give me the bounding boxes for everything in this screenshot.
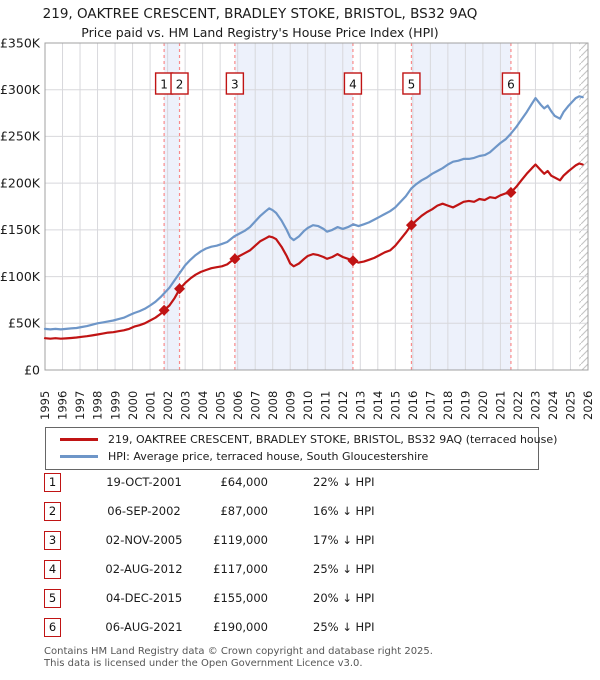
- legend-item-property: 219, OAKTREE CRESCENT, BRADLEY STOKE, BR…: [46, 431, 557, 448]
- sale-date: 19-OCT-2001: [106, 475, 182, 489]
- svg-text:£200K: £200K: [0, 175, 41, 190]
- sale-row: 1 19-OCT-2001 £64,000 22% ↓ HPI: [0, 469, 600, 498]
- svg-text:2004: 2004: [196, 391, 210, 420]
- sale-date: 04-DEC-2015: [105, 591, 183, 605]
- svg-text:£0: £0: [24, 362, 40, 377]
- svg-text:£150K: £150K: [0, 222, 41, 237]
- chart-header: 219, OAKTREE CRESCENT, BRADLEY STOKE, BR…: [0, 5, 520, 42]
- svg-text:2003: 2003: [178, 391, 192, 420]
- svg-text:2: 2: [176, 78, 184, 92]
- svg-text:2009: 2009: [283, 391, 297, 420]
- legend-item-hpi: HPI: Average price, terraced house, Sout…: [46, 448, 538, 465]
- sale-vs-hpi: 25% ↓ HPI: [313, 562, 375, 576]
- svg-text:£50K: £50K: [8, 316, 41, 331]
- svg-text:2019: 2019: [459, 391, 473, 420]
- sale-number-badge: 6: [44, 618, 61, 637]
- sale-row: 4 02-AUG-2012 £117,000 25% ↓ HPI: [0, 556, 600, 585]
- sale-number-badge: 4: [44, 560, 61, 579]
- svg-text:2016: 2016: [406, 391, 420, 420]
- price-history-chart: 1 2 3 4 5 6 £0 £50K £100K £150K £200K £250K £300K £35…: [0, 35, 595, 420]
- svg-text:1995: 1995: [38, 391, 52, 420]
- chart-legend: 219, OAKTREE CRESCENT, BRADLEY STOKE, BR…: [45, 427, 557, 470]
- svg-text:2005: 2005: [213, 391, 227, 420]
- svg-text:4: 4: [349, 78, 357, 92]
- svg-text:2013: 2013: [353, 391, 367, 420]
- sale-price: £155,000: [213, 591, 268, 605]
- svg-text:2008: 2008: [266, 391, 280, 420]
- svg-text:5: 5: [408, 78, 416, 92]
- sale-price: £117,000: [213, 562, 268, 576]
- svg-text:2018: 2018: [441, 391, 455, 420]
- footer-line-1: Contains HM Land Registry data © Crown c…: [44, 646, 433, 657]
- svg-text:£350K: £350K: [0, 35, 41, 50]
- property-line-swatch: [60, 438, 98, 441]
- sale-row: 3 02-NOV-2005 £119,000 17% ↓ HPI: [0, 527, 600, 556]
- svg-text:1999: 1999: [108, 391, 122, 420]
- svg-text:2025: 2025: [564, 391, 578, 420]
- svg-text:2023: 2023: [529, 391, 543, 420]
- sale-date: 06-SEP-2002: [107, 504, 181, 518]
- page-subtitle: Price paid vs. HM Land Registry's House …: [81, 25, 439, 40]
- svg-text:2000: 2000: [126, 391, 140, 420]
- svg-text:2017: 2017: [424, 391, 438, 420]
- page-title: 219, OAKTREE CRESCENT, BRADLEY STOKE, BR…: [42, 6, 478, 22]
- sale-price: £190,000: [213, 620, 268, 634]
- sale-date: 02-AUG-2012: [105, 562, 183, 576]
- svg-text:1996: 1996: [56, 391, 70, 420]
- sale-price: £87,000: [220, 504, 268, 518]
- svg-text:£250K: £250K: [0, 129, 41, 144]
- svg-text:2015: 2015: [389, 391, 403, 420]
- svg-text:2020: 2020: [476, 391, 490, 420]
- svg-text:2006: 2006: [231, 391, 245, 420]
- sale-number-badge: 1: [44, 473, 61, 492]
- svg-text:2011: 2011: [318, 391, 332, 420]
- sale-number-badge: 5: [44, 589, 61, 608]
- sale-price: £119,000: [213, 533, 268, 547]
- svg-text:£100K: £100K: [0, 269, 41, 284]
- svg-text:2026: 2026: [581, 391, 595, 420]
- sale-date: 02-NOV-2005: [105, 533, 183, 547]
- footer-line-2: This data is licensed under the Open Gov…: [44, 658, 363, 669]
- sale-price: £64,000: [220, 475, 268, 489]
- sale-vs-hpi: 20% ↓ HPI: [313, 591, 375, 605]
- sale-row: 2 06-SEP-2002 £87,000 16% ↓ HPI: [0, 498, 600, 527]
- sale-number-badge: 2: [44, 502, 61, 521]
- svg-text:2014: 2014: [371, 391, 385, 420]
- sale-row: 5 04-DEC-2015 £155,000 20% ↓ HPI: [0, 585, 600, 614]
- svg-text:1997: 1997: [73, 391, 87, 420]
- svg-text:2001: 2001: [143, 391, 157, 420]
- sale-vs-hpi: 16% ↓ HPI: [313, 504, 375, 518]
- svg-text:2022: 2022: [511, 391, 525, 420]
- svg-text:2010: 2010: [301, 391, 315, 420]
- sale-vs-hpi: 22% ↓ HPI: [313, 475, 375, 489]
- sale-row: 6 06-AUG-2021 £190,000 25% ↓ HPI: [0, 614, 600, 643]
- svg-text:£300K: £300K: [0, 82, 41, 97]
- svg-text:6: 6: [507, 78, 515, 92]
- svg-text:1998: 1998: [91, 391, 105, 420]
- svg-text:3: 3: [231, 78, 239, 92]
- svg-text:2021: 2021: [494, 391, 508, 420]
- svg-text:2012: 2012: [336, 391, 350, 420]
- sale-date: 06-AUG-2021: [105, 620, 183, 634]
- svg-text:2024: 2024: [546, 391, 560, 420]
- sales-table: 1 19-OCT-2001 £64,000 22% ↓ HPI 2 06-SEP…: [0, 469, 600, 643]
- legend-label-property: 219, OAKTREE CRESCENT, BRADLEY STOKE, BR…: [108, 433, 558, 446]
- sale-number-badge: 3: [44, 531, 61, 550]
- svg-text:2007: 2007: [248, 391, 262, 420]
- sale-vs-hpi: 25% ↓ HPI: [313, 620, 375, 634]
- license-footer: Contains HM Land Registry data © Crown c…: [44, 646, 433, 670]
- svg-text:2002: 2002: [161, 391, 175, 420]
- sale-vs-hpi: 17% ↓ HPI: [313, 533, 375, 547]
- svg-text:1: 1: [160, 78, 168, 92]
- legend-label-hpi: HPI: Average price, terraced house, Sout…: [108, 450, 429, 463]
- hpi-line-swatch: [60, 455, 98, 458]
